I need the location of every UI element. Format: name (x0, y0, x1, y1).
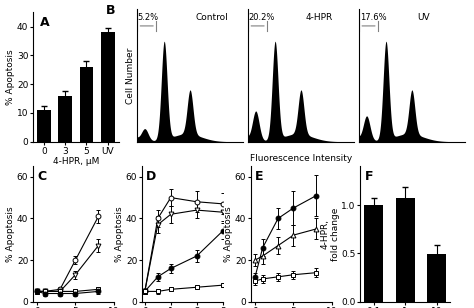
Bar (101, 32, 115, 142)
Text: F: F (365, 170, 373, 183)
Y-axis label: % Apoptosis: % Apoptosis (225, 206, 234, 262)
X-axis label: 4-HPR, μM: 4-HPR, μM (53, 157, 99, 166)
Y-axis label: Cell Number: Cell Number (126, 47, 135, 104)
Text: 5.2%: 5.2% (138, 13, 159, 22)
Text: C: C (37, 170, 46, 183)
Text: UV: UV (417, 13, 429, 22)
Bar (428, 254, 446, 302)
Bar (80, 67, 93, 142)
Text: 20.2%: 20.2% (249, 13, 275, 22)
Bar (365, 205, 383, 302)
Text: B: B (106, 4, 115, 17)
Y-axis label: % Apoptosis: % Apoptosis (116, 206, 125, 262)
Text: 4-HPR: 4-HPR (306, 13, 333, 22)
Bar (396, 198, 415, 302)
Text: 17.6%: 17.6% (360, 13, 386, 22)
Text: E: E (255, 170, 264, 183)
Text: D: D (146, 170, 156, 183)
Y-axis label: % Apoptosis: % Apoptosis (7, 49, 16, 105)
Y-axis label: 4-HPR,
fold change: 4-HPR, fold change (320, 207, 339, 261)
Text: Control: Control (195, 13, 228, 22)
Y-axis label: % Apoptosis: % Apoptosis (7, 206, 16, 262)
Bar (37, 110, 51, 142)
Text: Fluorescence Intensity: Fluorescence Intensity (250, 154, 352, 163)
Text: A: A (40, 16, 50, 29)
Bar (58, 96, 72, 142)
